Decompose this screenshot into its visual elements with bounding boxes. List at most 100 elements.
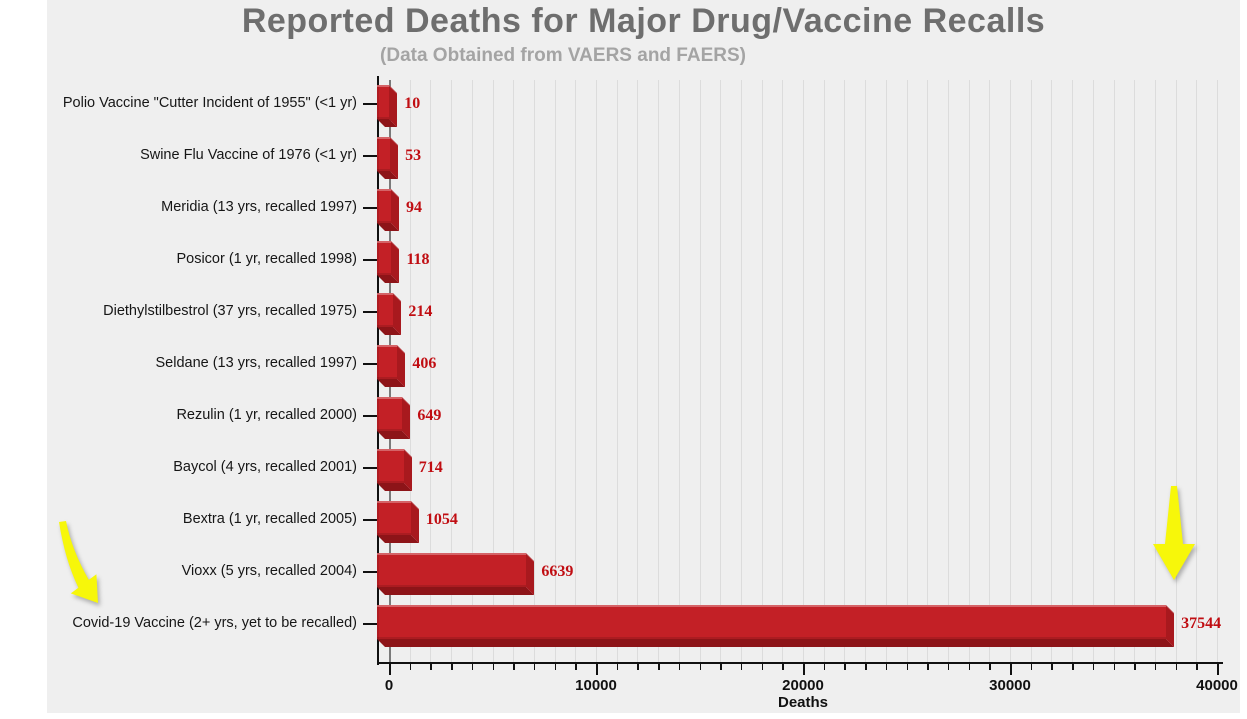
x-minor-tick [1113,662,1115,670]
bar-3 [377,189,391,223]
bar-4 [377,241,392,275]
x-minor-tick [1092,662,1095,670]
gridline [533,80,535,662]
right-arrow-icon [1153,486,1195,580]
x-minor-tick [927,662,929,670]
value-label: 94 [405,199,422,216]
gridline [471,80,473,662]
value-label: 649 [417,407,442,424]
x-minor-tick [1154,662,1157,670]
bar-end-cap [402,397,411,439]
gridline [761,80,763,662]
x-minor-tick [616,662,619,670]
category-tick [363,519,377,521]
x-minor-tick [699,662,701,670]
x-tick-label: 30000 [989,677,1031,694]
x-minor-tick [968,662,971,670]
gridline [575,80,577,662]
gridline [865,80,867,662]
gridline [1154,80,1156,662]
gridline [1217,80,1218,662]
bar-end-cap [403,449,412,491]
category-tick [363,467,377,469]
category-label: Meridia (13 yrs, recalled 1997) [161,199,357,215]
x-minor-tick [1072,662,1074,670]
gridline [1196,80,1198,662]
gridline [1113,80,1115,662]
gridline [554,80,556,662]
x-axis [377,662,1223,664]
bar-9 [377,501,411,535]
x-minor-tick [554,662,557,670]
gridline [1092,80,1094,662]
category-tick [363,207,377,209]
x-minor-tick [430,662,432,670]
x-minor-tick [451,662,453,670]
x-minor-tick [947,662,950,670]
value-label: 10 [404,95,421,112]
value-label: 714 [418,459,443,476]
category-tick [363,623,377,625]
category-tick [363,259,377,261]
x-minor-tick [844,662,846,670]
gridline [927,80,929,662]
gridline [513,80,515,662]
x-minor-tick [989,662,991,670]
x-tick-label: 10000 [575,677,617,694]
bar-end-cap [1166,605,1175,647]
x-minor-tick [885,662,888,670]
value-label: 1054 [425,511,458,528]
value-label: 53 [405,147,422,164]
right-arrow-shape [1153,486,1195,580]
bar-1 [377,85,390,119]
bar-5 [377,293,394,327]
category-tick [363,415,377,417]
bar-end-cap [526,553,535,595]
gridline [947,80,949,662]
gridline [720,80,722,662]
gridline [658,80,660,662]
x-minor-tick [471,662,474,670]
gridline [430,80,432,662]
x-minor-tick [533,662,536,670]
x-minor-tick [761,662,764,670]
bar-11 [377,605,1167,639]
bar-bevel [377,639,1175,647]
category-label: Swine Flu Vaccine of 1976 (<1 yr) [140,147,357,163]
gridline [409,80,411,662]
x-major-tick [1010,662,1012,675]
x-major-tick [389,662,391,675]
left-arrow-shape [59,521,98,603]
x-tick-label: 40000 [1196,677,1238,694]
x-minor-tick [823,662,826,670]
x-minor-tick [1030,662,1033,670]
value-label: 118 [406,251,430,268]
x-minor-tick [658,662,660,670]
value-label: 37544 [1181,615,1222,632]
x-minor-tick [678,662,681,670]
bar-7 [377,397,403,431]
x-major-tick [803,662,805,675]
category-tick [363,363,377,365]
category-tick [363,155,377,157]
gridline [803,80,804,662]
x-minor-tick [720,662,722,670]
x-minor-tick [637,662,639,670]
category-label: Seldane (13 yrs, recalled 1997) [155,355,357,371]
gridline [451,80,453,662]
gridline [678,80,680,662]
category-label: Baycol (4 yrs, recalled 2001) [173,459,357,475]
bar-8 [377,449,404,483]
bar-end-cap [389,85,398,127]
x-major-tick [1217,662,1219,675]
x-minor-tick [1175,662,1178,670]
category-label: Polio Vaccine "Cutter Incident of 1955" … [62,95,357,111]
bar-10 [377,553,527,587]
bar-end-cap [393,293,402,335]
left-arrow-icon [59,521,98,603]
category-tick [363,103,377,105]
category-label: Rezulin (1 yr, recalled 2000) [176,407,357,423]
category-tick [363,311,377,313]
chart-title: Reported Deaths for Major Drug/Vaccine R… [241,2,1046,40]
